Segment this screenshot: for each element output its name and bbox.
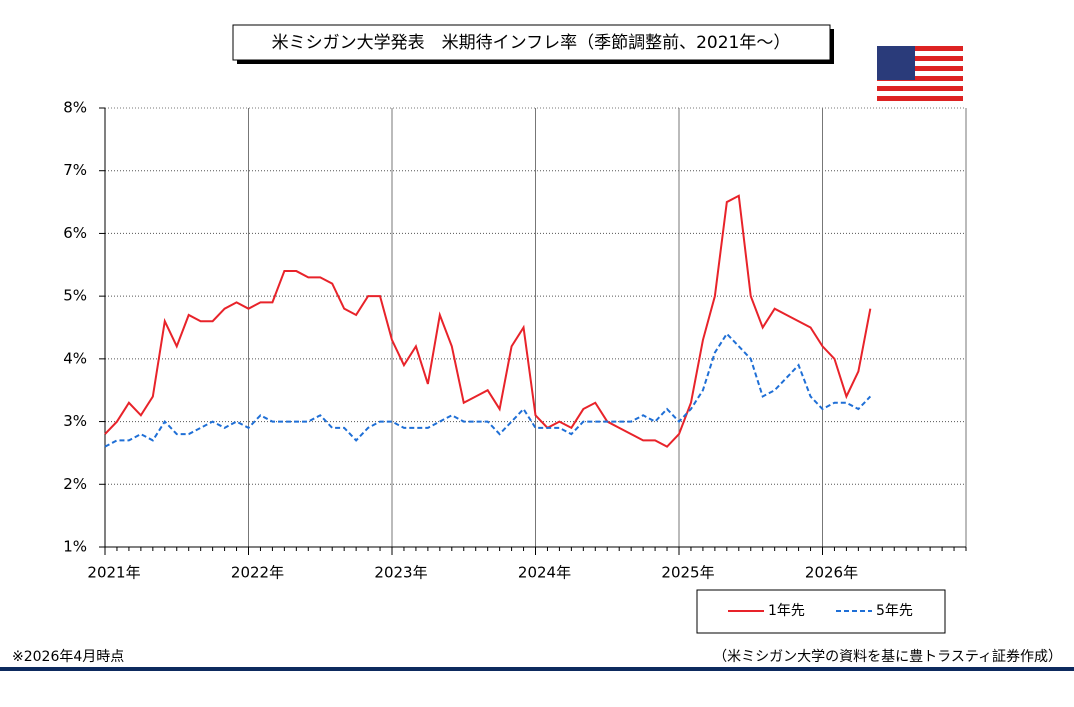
source: （米ミシガン大学の資料を基に豊トラスティ証券作成） — [713, 648, 1062, 665]
x-tick-label: 2026年 — [805, 564, 858, 582]
legend-label: 1年先 — [768, 603, 805, 619]
title-box — [232, 24, 831, 61]
series-line — [104, 194, 872, 448]
y-tick-label: 7% — [63, 161, 87, 179]
x-tick-label: 2025年 — [661, 564, 714, 582]
y-tick-label: 1% — [63, 538, 87, 556]
x-tick-label: 2023年 — [374, 564, 427, 582]
x-tick-label: 2024年 — [518, 564, 571, 582]
chart-title: 米ミシガン大学発表 米期待インフレ率（季節調整前、2021年～） — [272, 33, 791, 53]
x-tick-label: 2021年 — [87, 564, 140, 582]
y-tick-label: 8% — [63, 99, 87, 117]
x-tick-label: 2022年 — [231, 564, 284, 582]
series-line — [104, 332, 872, 448]
y-tick-label: 5% — [63, 287, 87, 305]
y-tick-label: 2% — [63, 475, 87, 493]
y-tick-label: 6% — [63, 224, 87, 242]
footer-rule — [0, 667, 1074, 671]
flag — [877, 46, 963, 108]
note: ※2026年4月時点 — [12, 649, 124, 665]
y-tick-label: 3% — [63, 412, 87, 430]
y-tick-label: 4% — [63, 349, 87, 367]
legend-label: 5年先 — [876, 603, 913, 619]
legend-box — [696, 589, 946, 634]
